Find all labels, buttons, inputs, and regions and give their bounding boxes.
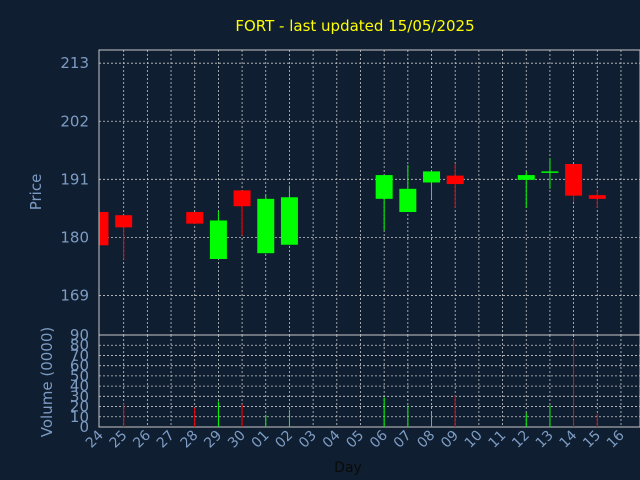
price-tick-label: 191 bbox=[60, 170, 89, 188]
x-tick-labels: 24 25 26 27 28 29 30 01 02 03 04 05 06 07 08 09 10 11 12 13… bbox=[83, 427, 628, 451]
candle bbox=[99, 212, 109, 246]
candle bbox=[233, 190, 251, 236]
volume-tick-label: 80 bbox=[70, 336, 89, 354]
volume-plot-area bbox=[98, 334, 640, 428]
x-axis-label: Day bbox=[334, 460, 362, 476]
candle-body bbox=[99, 212, 109, 246]
candle-body bbox=[423, 171, 441, 183]
price-tick-label: 202 bbox=[60, 112, 89, 130]
volume-tick-label: 40 bbox=[70, 377, 89, 395]
volume-tick-label: 30 bbox=[70, 387, 89, 405]
price-y-ticks: 169 180 191 202 213 bbox=[60, 54, 89, 304]
volume-axis-label: Volume (0000) bbox=[38, 327, 56, 437]
candle-body bbox=[446, 175, 464, 185]
candle-body bbox=[257, 198, 275, 254]
volume-bars bbox=[123, 340, 598, 427]
candle bbox=[588, 190, 606, 208]
price-tick-label: 213 bbox=[60, 54, 89, 72]
price-plot-area bbox=[98, 49, 640, 336]
candles bbox=[99, 158, 606, 260]
price-tick-label: 169 bbox=[60, 286, 89, 304]
candle-body bbox=[565, 164, 583, 196]
candle-body bbox=[375, 175, 393, 199]
candle bbox=[541, 158, 559, 189]
candle bbox=[517, 171, 535, 208]
candle-body bbox=[280, 197, 298, 245]
candle-body bbox=[517, 175, 535, 180]
candle bbox=[209, 210, 227, 259]
candle-body bbox=[233, 190, 251, 207]
candle bbox=[446, 163, 464, 208]
price-axis-label: Price bbox=[27, 174, 45, 211]
candle bbox=[186, 212, 204, 224]
volume-tick-label: 90 bbox=[70, 326, 89, 344]
candle-body bbox=[115, 215, 133, 228]
candle bbox=[423, 171, 441, 199]
price-panel: 169 180 191 202 213 Price bbox=[27, 49, 640, 336]
price-tick-label: 180 bbox=[60, 228, 89, 246]
volume-tick-label: 50 bbox=[70, 367, 89, 385]
candle bbox=[280, 185, 298, 245]
chart-title: FORT - last updated 15/05/2025 bbox=[235, 17, 474, 35]
candle bbox=[375, 175, 393, 231]
volume-tick-label: 60 bbox=[70, 357, 89, 375]
volume-tick-label: 70 bbox=[70, 346, 89, 364]
price-grid bbox=[99, 50, 640, 335]
candle-body bbox=[186, 212, 204, 224]
candle-body bbox=[399, 188, 417, 213]
volume-tick-label: 0 bbox=[79, 418, 89, 436]
candle-body bbox=[588, 195, 606, 199]
candle bbox=[115, 215, 133, 260]
candle bbox=[565, 164, 583, 202]
volume-grid bbox=[99, 335, 640, 427]
volume-tick-label: 20 bbox=[70, 398, 89, 416]
volume-tick-label: 10 bbox=[70, 408, 89, 426]
candle bbox=[257, 195, 275, 254]
candle-body bbox=[541, 171, 559, 173]
candle bbox=[399, 165, 417, 213]
candle-body bbox=[209, 220, 227, 259]
